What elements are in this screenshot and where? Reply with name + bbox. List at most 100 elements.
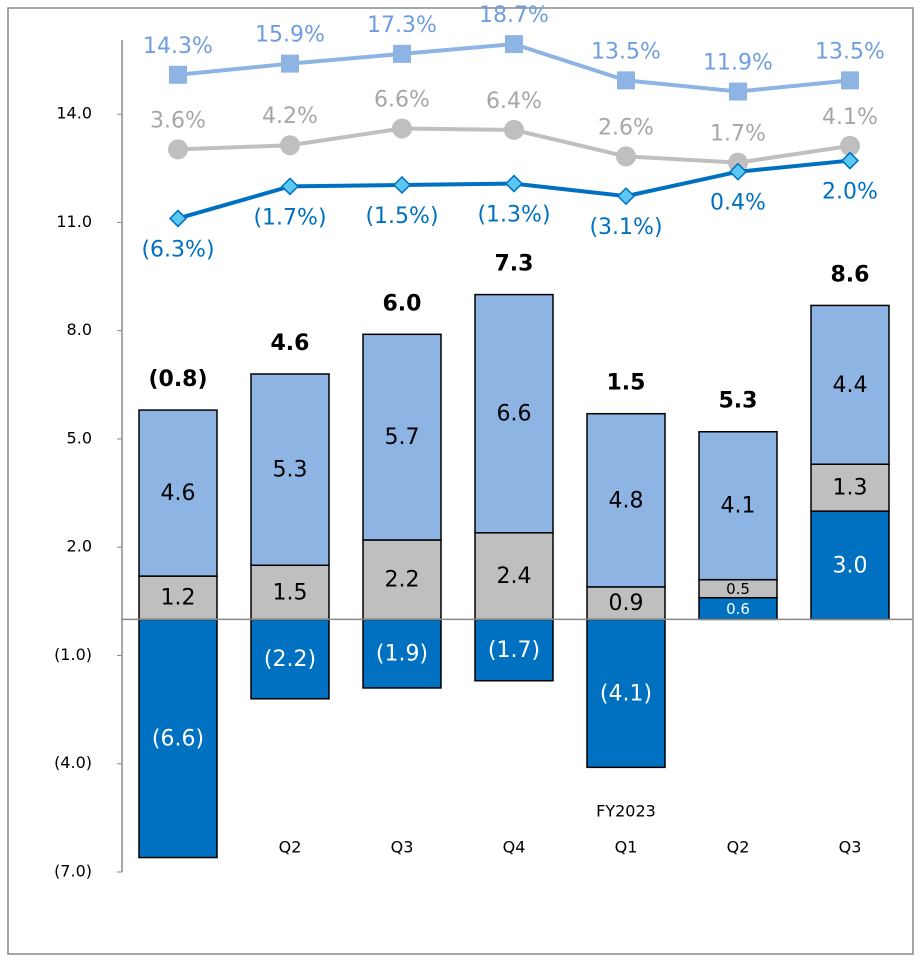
bar-segment bbox=[586, 412, 666, 588]
line-value-label: 6.6% bbox=[374, 87, 430, 112]
y-tick-label: 11.0 bbox=[56, 212, 92, 231]
line-marker bbox=[393, 44, 411, 63]
line-marker bbox=[504, 119, 524, 140]
bar-value-label: 0.5 bbox=[726, 580, 750, 598]
line-value-label: (6.3%) bbox=[141, 237, 214, 262]
bar-segment bbox=[474, 293, 554, 534]
bar-value-label: 5.7 bbox=[385, 425, 420, 450]
x-tick-label: Q3 bbox=[839, 838, 862, 857]
bar-value-label: 3.0 bbox=[833, 553, 868, 578]
bar-value-label: 1.3 bbox=[833, 476, 868, 501]
bar-value-label: 4.1 bbox=[721, 494, 756, 519]
line-value-label: 18.7% bbox=[479, 3, 549, 28]
total-label: 8.6 bbox=[831, 262, 870, 287]
bar-value-label: 0.9 bbox=[609, 591, 644, 616]
line-marker bbox=[728, 162, 748, 181]
bar-value-label: (1.9) bbox=[376, 642, 428, 667]
bar-value-label: (4.1) bbox=[600, 681, 652, 706]
bar-value-label: 4.6 bbox=[161, 481, 196, 506]
line-marker bbox=[504, 174, 524, 193]
bar-segment bbox=[138, 409, 218, 577]
line-marker bbox=[617, 71, 635, 90]
y-tick-label: (4.0) bbox=[54, 753, 92, 772]
total-label: 7.3 bbox=[495, 252, 534, 277]
bar-segment bbox=[698, 430, 778, 581]
line-value-label: 0.4% bbox=[710, 191, 766, 216]
line-value-label: (1.7%) bbox=[253, 205, 326, 230]
bar-value-label: 1.2 bbox=[161, 586, 196, 611]
bar-value-label: 2.4 bbox=[497, 564, 532, 589]
total-label: 6.0 bbox=[383, 291, 422, 316]
line-marker bbox=[728, 152, 748, 173]
y-tick-label: (1.0) bbox=[54, 645, 92, 664]
x-tick-label: Q3 bbox=[391, 838, 414, 857]
bar-segment bbox=[810, 463, 890, 512]
line-marker bbox=[616, 146, 636, 167]
line-marker bbox=[168, 209, 188, 228]
bar-value-label: (6.6) bbox=[152, 726, 204, 751]
x-tick-label: Q2 bbox=[279, 838, 302, 857]
bar-value-label: 1.5 bbox=[273, 580, 308, 605]
bar-value-label: 5.3 bbox=[273, 458, 308, 483]
y-tick-label: 14.0 bbox=[56, 104, 92, 123]
line-value-label: 17.3% bbox=[367, 13, 437, 38]
bar-value-label: (2.2) bbox=[264, 647, 316, 672]
x-tick-label: Q4 bbox=[503, 838, 526, 857]
line-value-label: (3.1%) bbox=[589, 215, 662, 240]
line-value-label: 4.1% bbox=[822, 105, 878, 130]
line-value-label: 4.2% bbox=[262, 104, 318, 129]
bar-value-label: 4.4 bbox=[833, 373, 868, 398]
line-marker bbox=[616, 187, 636, 206]
y-tick-label: (7.0) bbox=[54, 862, 92, 881]
line-value-label: 13.5% bbox=[815, 39, 885, 64]
bar-segment bbox=[810, 510, 890, 621]
line-value-label: 2.0% bbox=[822, 180, 878, 205]
line-marker bbox=[392, 118, 412, 139]
bar-value-label: 6.6 bbox=[497, 402, 532, 427]
line-marker bbox=[280, 135, 300, 156]
line-marker bbox=[392, 175, 412, 195]
total-label: 5.3 bbox=[719, 389, 758, 414]
line-value-label: 11.9% bbox=[703, 51, 773, 76]
line-value-label: 13.5% bbox=[591, 39, 661, 64]
bar-segment bbox=[362, 618, 442, 689]
bar-segment bbox=[474, 532, 554, 621]
bar-segment bbox=[250, 618, 330, 700]
bar-segment bbox=[810, 304, 890, 465]
line-marker bbox=[840, 135, 860, 156]
line-value-label: (1.3%) bbox=[477, 203, 550, 228]
line-marker bbox=[840, 151, 860, 170]
x-tick-label: Q1 bbox=[615, 838, 638, 857]
bar-value-label: 0.6 bbox=[726, 600, 750, 618]
line-value-label: 1.7% bbox=[710, 122, 766, 147]
bar-segment bbox=[586, 586, 666, 621]
total-label: 4.6 bbox=[271, 331, 310, 356]
total-label: (0.8) bbox=[148, 367, 207, 392]
bar-segment bbox=[362, 539, 442, 621]
y-tick-label: 8.0 bbox=[67, 320, 92, 339]
bar-segment bbox=[250, 564, 330, 621]
bar-value-label: 2.2 bbox=[385, 568, 420, 593]
line-marker bbox=[841, 71, 859, 90]
total-label: 1.5 bbox=[607, 371, 646, 396]
line-marker bbox=[729, 82, 747, 101]
y-tick-label: 5.0 bbox=[67, 428, 92, 447]
line-marker bbox=[281, 54, 299, 73]
x-group-label: FY2023 bbox=[596, 802, 656, 821]
y-tick-label: 2.0 bbox=[67, 537, 92, 556]
line-marker bbox=[280, 177, 300, 196]
line-value-label: 3.6% bbox=[150, 108, 206, 133]
line-value-label: (1.5%) bbox=[365, 204, 438, 229]
bar-segment bbox=[362, 333, 442, 541]
bar-value-label: (1.7) bbox=[488, 638, 540, 663]
line-value-label: 6.4% bbox=[486, 89, 542, 114]
bar-value-label: 4.8 bbox=[609, 488, 644, 513]
line-value-label: 14.3% bbox=[143, 34, 213, 59]
bar-segment bbox=[138, 618, 218, 859]
x-tick-label: Q2 bbox=[727, 838, 750, 857]
bar-segment bbox=[250, 373, 330, 567]
line-marker bbox=[169, 65, 187, 84]
line-marker bbox=[168, 139, 188, 160]
line-value-label: 15.9% bbox=[255, 23, 325, 48]
